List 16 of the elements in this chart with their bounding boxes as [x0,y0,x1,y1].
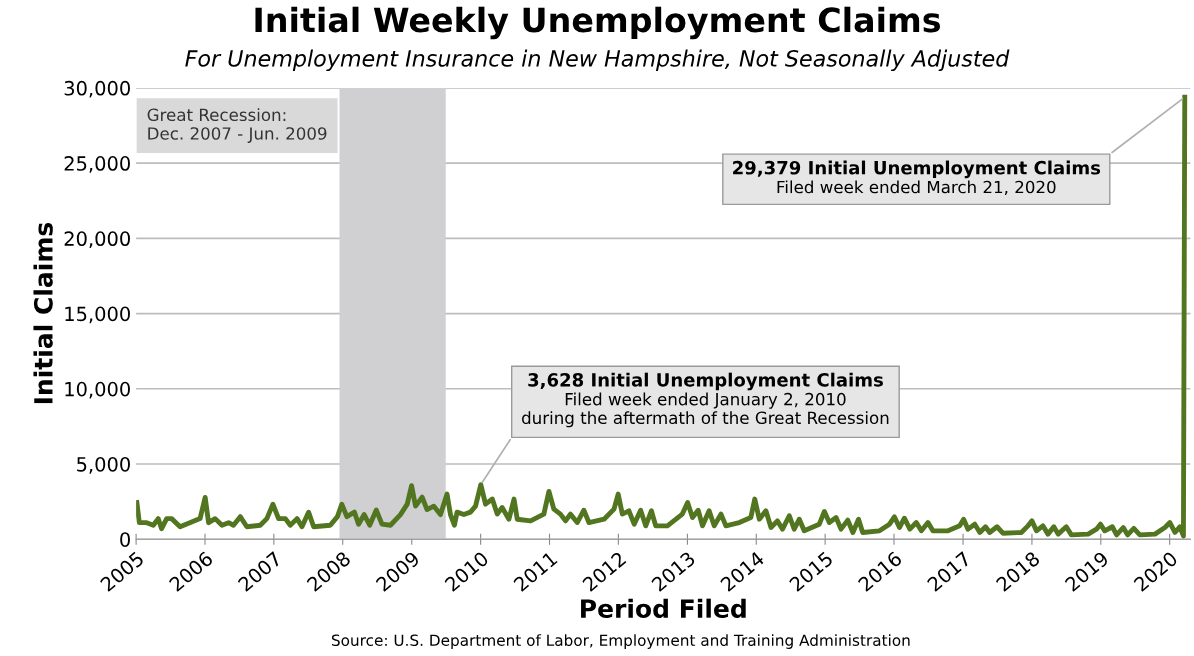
y-tick-label: 15,000 [65,306,130,324]
y-tick-label: 20,000 [64,231,130,248]
y-tick-label: 30,000 [64,80,130,98]
chart-subtitle: For Unemployment Insurance in New Hampshire, Not Seasonally Adjusted [185,49,1010,72]
y-axis-title: Initial Claims [33,222,53,404]
chart-title: Initial Weekly Unemployment Claims [255,6,941,40]
y-tick-label: 5,000 [77,456,130,474]
line-series [136,94,1188,539]
y-tick-label: 0 [120,532,130,547]
x-axis-title: Period Filed [581,598,746,618]
annotation: 29,379 Initial Unemployment Claims Filed week ended March 21, 2020 [733,160,1101,196]
y-tick-label: 25,000 [64,156,130,173]
y-tick-label: 10,000 [65,381,130,399]
band-label: Great Recession: Dec. 2007 - Jun. 2009 [147,108,327,143]
source-note: Source: U.S. Department of Labor, Employment and Training Administration [331,634,910,649]
annotation: 3,628 Initial Unemployment Claims Filed week ended January 2, 2010 during the aftermath of the Great Recession [522,372,889,428]
